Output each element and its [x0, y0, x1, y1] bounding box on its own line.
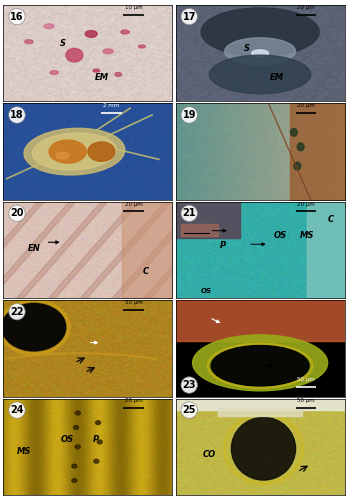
- Text: 50 μm: 50 μm: [297, 398, 315, 404]
- Ellipse shape: [291, 128, 297, 136]
- Ellipse shape: [94, 460, 99, 463]
- Text: EM: EM: [270, 73, 284, 82]
- Text: 50 μm: 50 μm: [297, 377, 315, 382]
- Text: S: S: [60, 39, 65, 48]
- Text: P: P: [93, 434, 100, 444]
- Text: MS: MS: [300, 231, 315, 240]
- Text: 20 μm: 20 μm: [297, 5, 315, 10]
- Polygon shape: [208, 202, 299, 298]
- Text: S: S: [244, 44, 250, 53]
- Text: C: C: [328, 214, 334, 224]
- Text: 10 μm: 10 μm: [125, 5, 142, 10]
- Polygon shape: [144, 202, 235, 298]
- Ellipse shape: [192, 335, 327, 391]
- Text: 16: 16: [10, 12, 24, 22]
- Text: OS: OS: [200, 288, 212, 294]
- Text: 21: 21: [182, 208, 196, 218]
- Text: 18: 18: [10, 110, 24, 120]
- Text: EM: EM: [94, 73, 109, 82]
- Polygon shape: [80, 202, 172, 298]
- Text: CO: CO: [203, 450, 216, 459]
- Text: P: P: [220, 240, 226, 250]
- Text: OS: OS: [274, 231, 287, 240]
- Ellipse shape: [66, 48, 83, 62]
- Ellipse shape: [73, 426, 79, 430]
- Ellipse shape: [75, 445, 80, 448]
- Ellipse shape: [72, 464, 77, 468]
- Text: 24: 24: [10, 405, 24, 415]
- Ellipse shape: [85, 30, 97, 38]
- Text: 20 μm: 20 μm: [297, 202, 315, 206]
- Ellipse shape: [93, 69, 100, 72]
- Bar: [181, 224, 218, 235]
- Ellipse shape: [95, 420, 101, 424]
- Text: 20 μm: 20 μm: [297, 103, 315, 108]
- Text: 20 μm: 20 μm: [125, 202, 142, 206]
- Polygon shape: [112, 202, 204, 298]
- Polygon shape: [0, 202, 44, 298]
- Ellipse shape: [75, 411, 80, 415]
- Text: C: C: [142, 266, 148, 276]
- Polygon shape: [240, 202, 331, 298]
- Polygon shape: [17, 202, 108, 298]
- Ellipse shape: [297, 143, 304, 150]
- Ellipse shape: [115, 72, 122, 76]
- Ellipse shape: [103, 49, 113, 54]
- Text: MS: MS: [17, 447, 31, 456]
- Ellipse shape: [97, 440, 102, 444]
- Ellipse shape: [72, 478, 77, 482]
- Ellipse shape: [25, 40, 33, 44]
- Bar: [176, 300, 345, 341]
- Text: OS: OS: [61, 434, 74, 444]
- Polygon shape: [48, 202, 140, 298]
- Bar: [176, 202, 240, 238]
- Polygon shape: [0, 202, 76, 298]
- Ellipse shape: [24, 128, 125, 175]
- Ellipse shape: [201, 8, 319, 56]
- Ellipse shape: [2, 303, 66, 352]
- Ellipse shape: [44, 24, 54, 28]
- Ellipse shape: [209, 55, 311, 94]
- Ellipse shape: [231, 418, 295, 480]
- Text: 19: 19: [182, 110, 196, 120]
- Text: 50 μm: 50 μm: [125, 300, 142, 305]
- Text: 22: 22: [10, 306, 24, 316]
- Ellipse shape: [252, 50, 269, 56]
- Text: EN: EN: [27, 244, 40, 252]
- Text: 20: 20: [10, 208, 24, 218]
- Ellipse shape: [139, 45, 145, 48]
- Text: 17: 17: [182, 12, 196, 22]
- Ellipse shape: [121, 30, 129, 34]
- Ellipse shape: [56, 152, 69, 159]
- Ellipse shape: [225, 38, 295, 65]
- Ellipse shape: [32, 133, 116, 170]
- Ellipse shape: [211, 346, 309, 386]
- Ellipse shape: [50, 70, 58, 74]
- Text: 23: 23: [182, 380, 196, 390]
- Ellipse shape: [88, 142, 115, 162]
- Ellipse shape: [49, 140, 86, 163]
- Text: 20 μm: 20 μm: [125, 398, 142, 404]
- Polygon shape: [176, 202, 267, 298]
- Text: 25: 25: [182, 405, 196, 415]
- Ellipse shape: [294, 162, 301, 170]
- Text: 2 mm: 2 mm: [103, 103, 120, 108]
